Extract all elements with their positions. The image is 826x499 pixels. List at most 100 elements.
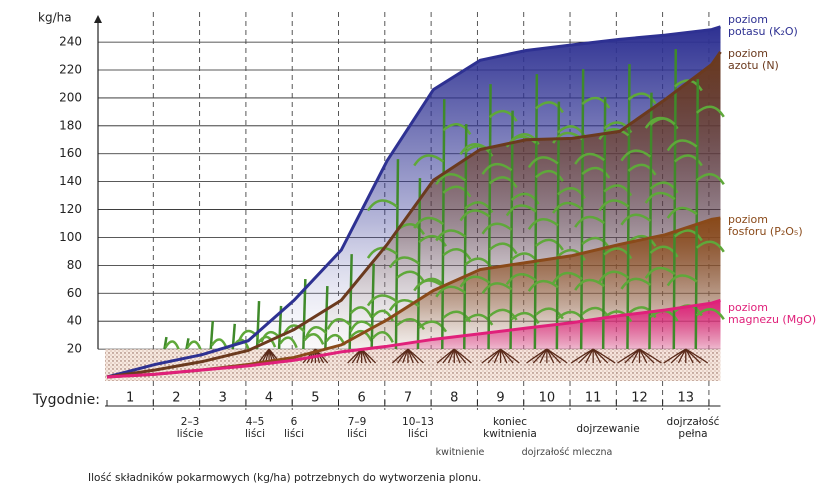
leaf <box>371 331 394 343</box>
caption: Ilość składników pokarmowych (kg/ha) pot… <box>88 472 481 484</box>
leaf <box>442 185 472 198</box>
leaf <box>620 277 652 290</box>
leaf <box>326 318 352 330</box>
root <box>407 348 425 364</box>
leaf <box>552 201 583 214</box>
leaf <box>644 191 676 204</box>
x-tick-label: 4 <box>265 391 273 406</box>
leaf <box>366 246 398 259</box>
leaf <box>527 156 559 169</box>
leaf <box>644 266 676 279</box>
leaf <box>666 274 698 287</box>
root <box>677 348 687 364</box>
stage-label: dojrzewanie <box>576 423 640 435</box>
leaf <box>620 149 652 162</box>
leaf <box>413 154 445 167</box>
legend-label: poziom magnezu (MgO) <box>728 301 817 326</box>
y-tick-label: 60 <box>67 286 82 300</box>
root <box>500 348 520 364</box>
leaf <box>366 294 398 307</box>
leaf <box>581 96 611 109</box>
leaf <box>413 279 445 292</box>
x-tick-label: 7 <box>404 391 412 406</box>
x-tick-label: 1 <box>126 391 134 406</box>
x-tick-label: 9 <box>496 391 504 406</box>
stalk <box>370 263 375 350</box>
leaf <box>481 222 513 235</box>
leaf <box>574 278 605 291</box>
leaf <box>557 310 586 323</box>
leaf <box>257 335 277 348</box>
y-tick-label: 80 <box>67 258 82 272</box>
leaf <box>488 242 518 255</box>
leaf <box>581 166 611 179</box>
leaf <box>535 101 564 114</box>
x-tick-label: 6 <box>358 391 366 406</box>
root <box>631 348 641 364</box>
leaf <box>481 162 513 175</box>
y-axis-label: kg/ha <box>38 11 72 25</box>
stalk <box>324 286 329 350</box>
leaf <box>627 234 657 247</box>
leaf <box>279 336 298 349</box>
x-tick-label: 13 <box>678 391 695 406</box>
leaf <box>598 270 630 283</box>
y-tick-label: 240 <box>59 35 82 49</box>
leaf <box>574 215 605 228</box>
leaf <box>673 154 703 167</box>
stage-label: dojrzałość mleczna <box>521 447 613 458</box>
leaf <box>620 213 652 226</box>
leaf <box>666 139 698 152</box>
leaf <box>598 128 630 141</box>
leaf <box>418 320 448 333</box>
root <box>685 348 709 364</box>
leaf <box>510 312 540 324</box>
leaf <box>627 92 657 105</box>
leaf <box>488 176 518 189</box>
leaf <box>459 209 491 222</box>
leaf <box>552 271 583 284</box>
root <box>592 348 616 364</box>
leaf <box>505 204 537 217</box>
leaf <box>695 240 725 253</box>
legend-label: poziom fosforu (P₂O₅) <box>728 213 803 238</box>
leaf <box>366 199 398 212</box>
leaf <box>481 282 513 295</box>
root <box>539 348 548 364</box>
leaf <box>442 248 472 261</box>
stage-label: koniec kwitnienia <box>483 416 537 440</box>
y-tick-label: 160 <box>59 146 82 160</box>
stage-label: kwitnienie <box>435 447 485 458</box>
x-tick-label: 5 <box>311 391 319 406</box>
leaf <box>464 313 494 326</box>
leaf <box>627 163 657 176</box>
root <box>546 348 568 364</box>
leaf <box>459 275 491 288</box>
y-tick-label: 20 <box>67 342 82 356</box>
legend-label: poziom azotu (N) <box>728 47 779 72</box>
leaf <box>388 256 420 269</box>
leaf <box>527 218 559 231</box>
y-tick-label: 100 <box>59 230 82 244</box>
stage-label: dojrzałość pełna <box>666 416 720 440</box>
leaf <box>349 306 373 319</box>
y-axis-arrow <box>94 15 102 23</box>
leaf <box>527 279 559 292</box>
leaf <box>603 310 633 323</box>
x-tick-label: 12 <box>631 391 648 406</box>
stalk <box>348 254 353 350</box>
leaf <box>442 123 472 136</box>
leaf <box>349 329 373 342</box>
x-tick-label: 8 <box>450 391 458 406</box>
y-tick-label: 120 <box>59 202 82 216</box>
leaf <box>574 152 605 165</box>
leaf <box>388 299 420 312</box>
leaf <box>435 229 467 242</box>
y-tick-label: 200 <box>59 90 82 104</box>
leaf <box>413 216 445 229</box>
leaf <box>644 116 676 129</box>
leaf <box>435 173 467 186</box>
stage-label: 6 liści <box>284 416 304 440</box>
